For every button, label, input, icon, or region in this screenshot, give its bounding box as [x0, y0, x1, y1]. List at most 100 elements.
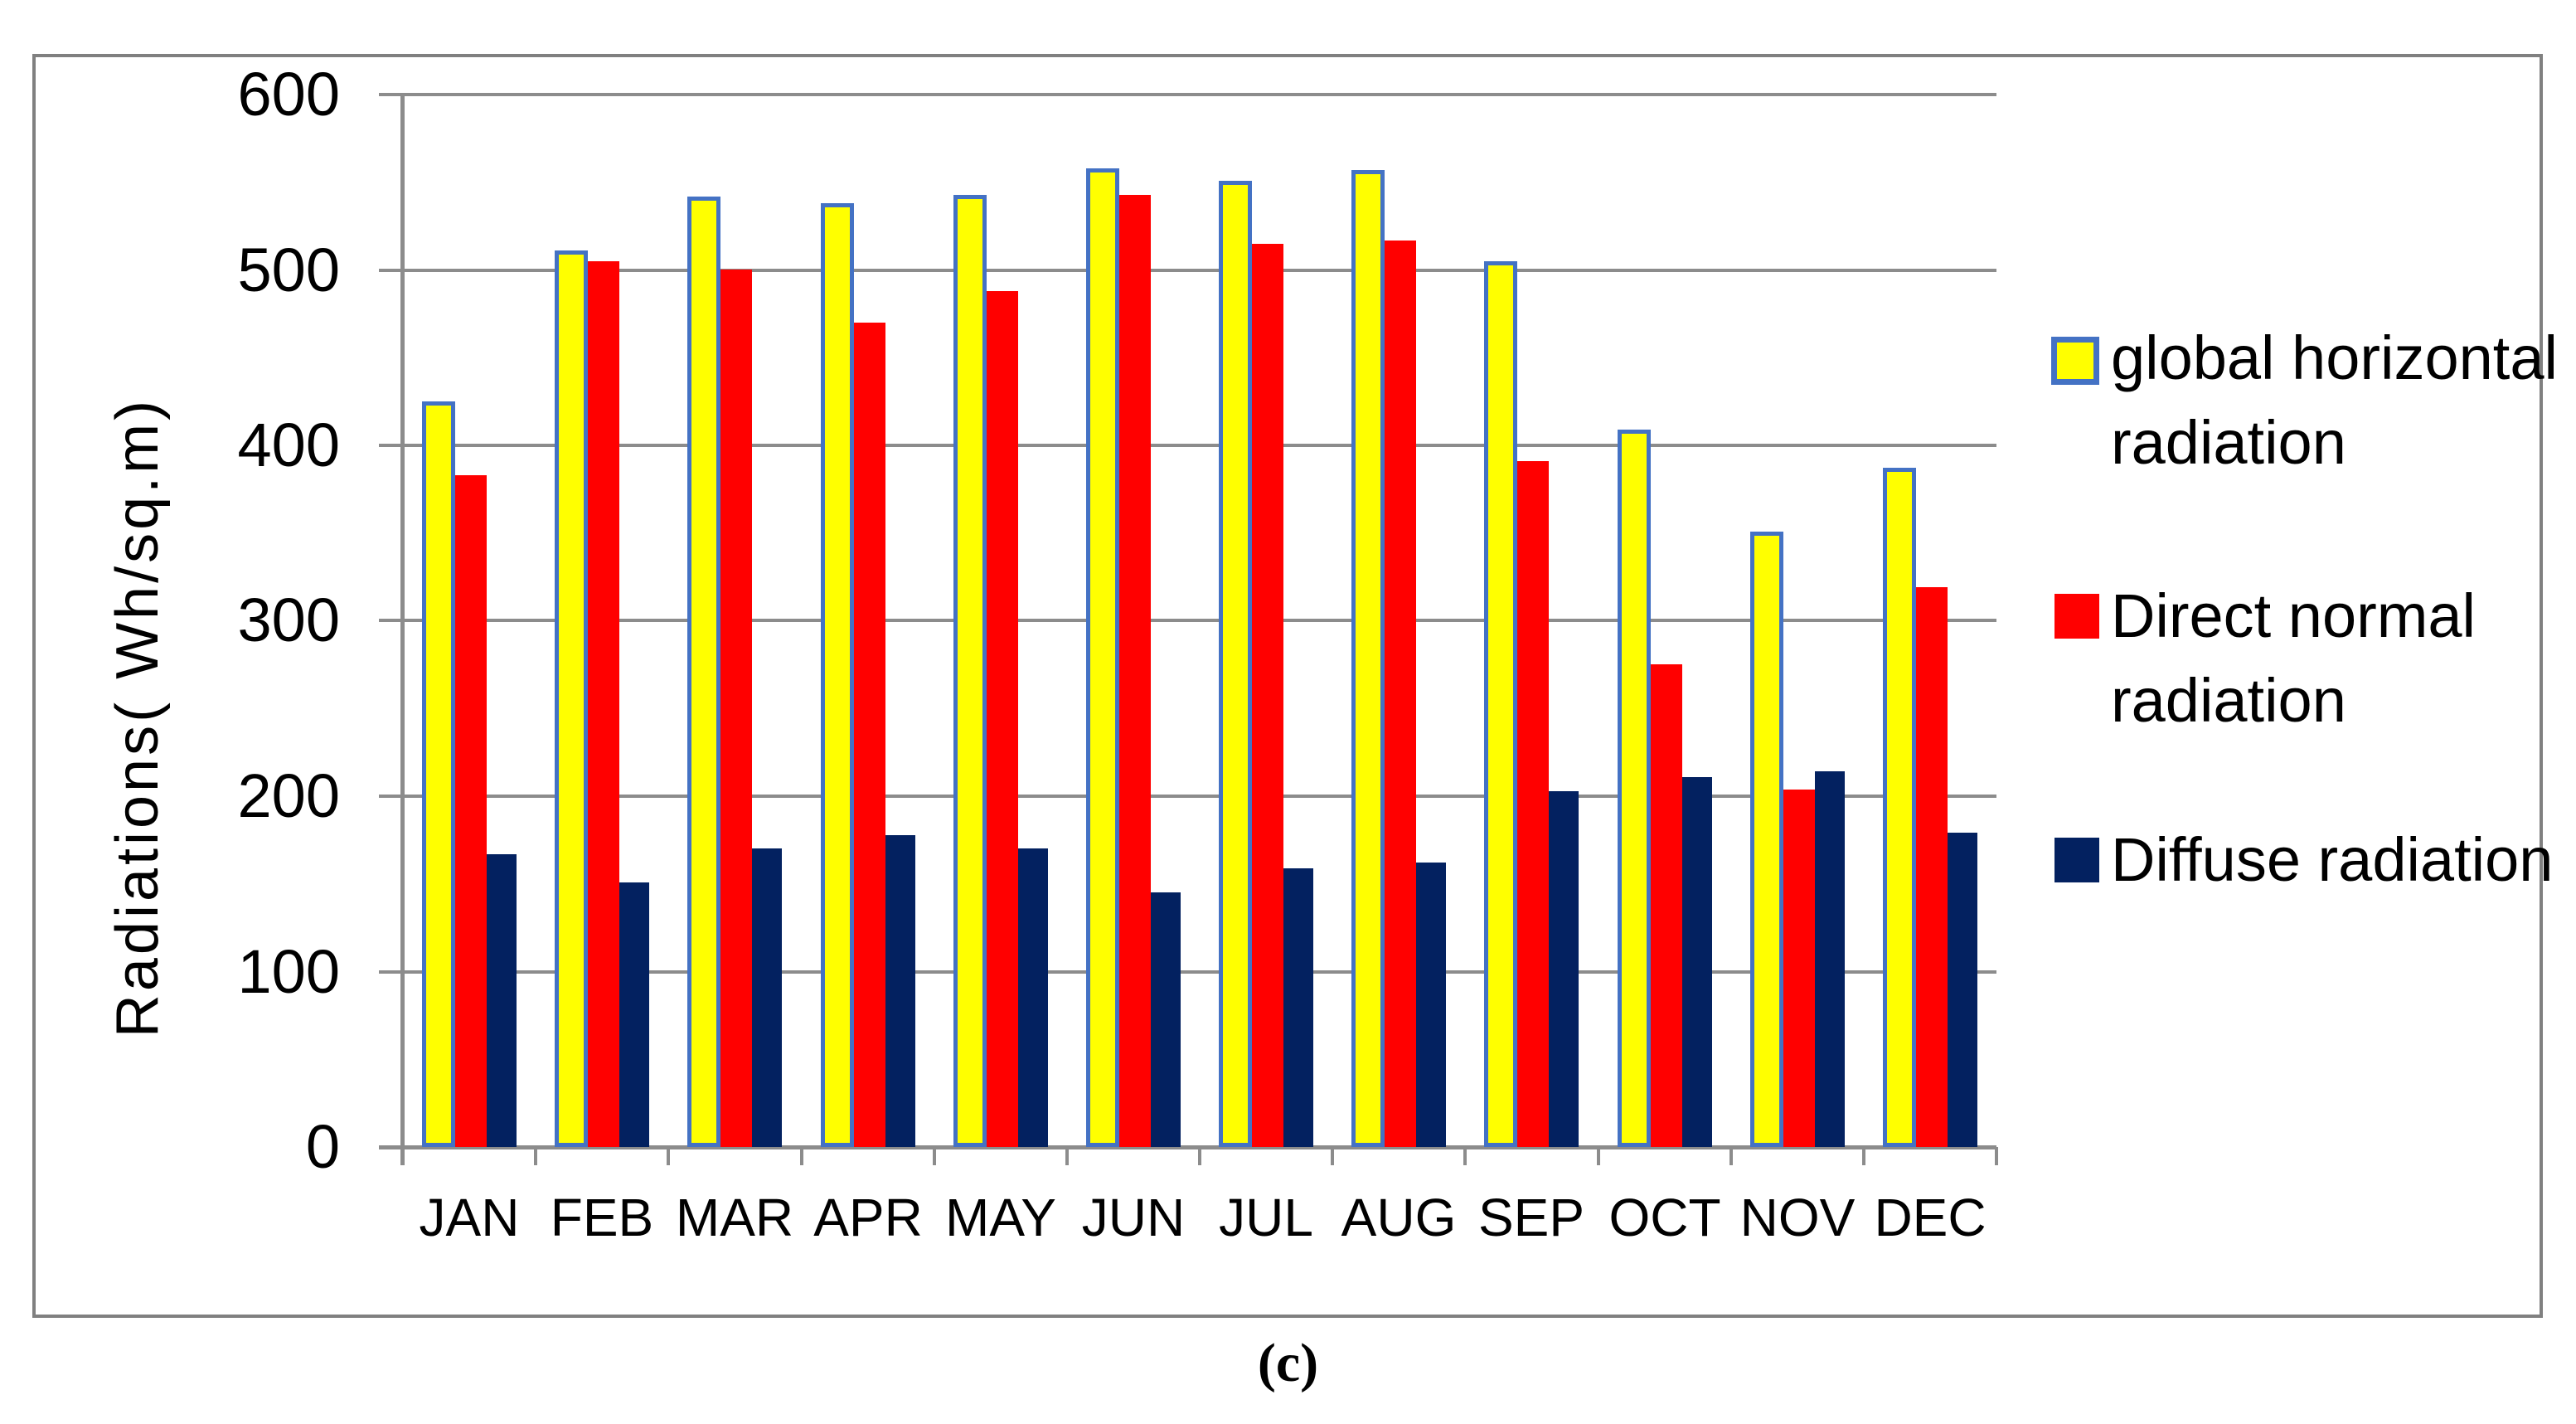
bar-group-NOV — [1731, 95, 1864, 1147]
x-axis-tick-5 — [1065, 1147, 1069, 1165]
gridline-200 — [403, 795, 1996, 798]
y-axis-line — [400, 93, 405, 1165]
bar-global-horizontal-JUN — [1086, 168, 1119, 1147]
bar-global-horizontal-DEC — [1883, 468, 1916, 1147]
bar-global-horizontal-MAR — [687, 197, 720, 1147]
bar-global-horizontal-MAY — [953, 195, 987, 1147]
bar-group-FEB — [536, 95, 668, 1147]
y-tick-label-600: 600 — [237, 60, 340, 129]
bar-group-APR — [802, 95, 934, 1147]
x-axis-tick-4 — [933, 1147, 936, 1165]
gridline-500 — [403, 269, 1996, 272]
bar-direct-normal-NOV — [1783, 790, 1815, 1147]
x-tick-label-AUG: AUG — [1341, 1188, 1457, 1247]
x-tick-label-MAY: MAY — [945, 1188, 1056, 1247]
gridline-100 — [403, 970, 1996, 974]
bar-global-horizontal-SEP — [1484, 261, 1517, 1147]
y-axis-tick-600 — [379, 93, 403, 96]
bar-group-OCT — [1598, 95, 1731, 1147]
x-tick-label-FEB: FEB — [550, 1188, 654, 1247]
bar-group-AUG — [1332, 95, 1465, 1147]
bar-group-JUL — [1200, 95, 1332, 1147]
y-tick-label-400: 400 — [237, 411, 340, 479]
y-tick-label-100: 100 — [237, 937, 340, 1006]
gridline-300 — [403, 619, 1996, 622]
bar-direct-normal-FEB — [588, 261, 619, 1147]
bar-direct-normal-SEP — [1517, 461, 1549, 1147]
bar-global-horizontal-FEB — [555, 250, 588, 1147]
x-tick-label-APR: APR — [813, 1188, 923, 1247]
bar-diffuse-FEB — [619, 882, 649, 1147]
bar-diffuse-DEC — [1948, 833, 1977, 1147]
x-axis-line — [379, 1145, 1996, 1149]
x-tick-label-JUN: JUN — [1081, 1188, 1186, 1247]
bar-group-MAR — [668, 95, 801, 1147]
bar-diffuse-APR — [885, 835, 915, 1147]
x-tick-label-JUL: JUL — [1219, 1188, 1313, 1247]
bar-direct-normal-MAR — [720, 270, 752, 1147]
bar-group-DEC — [1864, 95, 1996, 1147]
legend-label-diffuse: Diffuse radiation — [2111, 825, 2554, 894]
bar-group-MAY — [934, 95, 1067, 1147]
y-axis-tick-400 — [379, 444, 403, 447]
x-axis-tick-9 — [1597, 1147, 1600, 1165]
y-axis-tick-300 — [379, 619, 403, 622]
bar-direct-normal-OCT — [1651, 664, 1682, 1147]
y-tick-label-200: 200 — [237, 761, 340, 830]
x-axis-tick-2 — [667, 1147, 670, 1165]
x-tick-label-DEC: DEC — [1874, 1188, 1987, 1247]
y-axis-tick-100 — [379, 970, 403, 974]
bar-diffuse-JUN — [1151, 892, 1181, 1147]
bar-global-horizontal-JAN — [422, 401, 455, 1147]
bar-diffuse-OCT — [1682, 777, 1712, 1147]
x-axis-tick-8 — [1463, 1147, 1467, 1165]
bar-global-horizontal-AUG — [1351, 170, 1385, 1147]
figure-caption: (c) — [1257, 1333, 1319, 1393]
bar-diffuse-JUL — [1283, 868, 1313, 1147]
x-axis-tick-11 — [1862, 1147, 1865, 1165]
bar-diffuse-AUG — [1416, 863, 1446, 1147]
bar-group-SEP — [1465, 95, 1598, 1147]
bar-group-JUN — [1067, 95, 1200, 1147]
gridline-600 — [403, 93, 1996, 96]
x-axis-tick-1 — [534, 1147, 537, 1165]
bar-direct-normal-JUL — [1252, 244, 1283, 1147]
bar-global-horizontal-JUL — [1219, 181, 1252, 1147]
bar-direct-normal-MAY — [987, 291, 1018, 1147]
bar-diffuse-MAR — [752, 848, 782, 1147]
legend-label-direct-normal: Direct normal radiation — [2111, 581, 2476, 735]
x-tick-label-SEP: SEP — [1477, 1188, 1585, 1247]
bar-direct-normal-JUN — [1119, 195, 1151, 1147]
bar-group-JAN — [403, 95, 536, 1147]
y-axis-tick-200 — [379, 795, 403, 798]
bar-global-horizontal-OCT — [1618, 430, 1651, 1147]
bar-direct-normal-AUG — [1385, 241, 1416, 1147]
legend-swatch-direct-normal — [2054, 594, 2099, 639]
x-axis-tick-6 — [1198, 1147, 1201, 1165]
bar-diffuse-MAY — [1018, 848, 1048, 1147]
gridline-400 — [403, 444, 1996, 447]
legend-swatch-global-horizontal — [2051, 337, 2099, 385]
bar-direct-normal-JAN — [455, 475, 487, 1147]
x-axis-tick-0 — [401, 1147, 405, 1165]
legend-swatch-diffuse — [2054, 838, 2099, 882]
x-axis-tick-7 — [1331, 1147, 1334, 1165]
x-tick-label-NOV: NOV — [1739, 1188, 1856, 1247]
bar-diffuse-SEP — [1549, 791, 1579, 1147]
bar-global-horizontal-NOV — [1750, 532, 1783, 1147]
bar-direct-normal-DEC — [1916, 587, 1948, 1147]
y-tick-label-0: 0 — [305, 1112, 340, 1181]
x-axis-tick-3 — [800, 1147, 803, 1165]
bar-direct-normal-APR — [854, 323, 885, 1147]
x-tick-label-JAN: JAN — [419, 1188, 520, 1247]
x-axis-tick-10 — [1729, 1147, 1733, 1165]
x-tick-label-MAR: MAR — [675, 1188, 794, 1247]
bar-diffuse-JAN — [487, 854, 517, 1147]
y-tick-label-300: 300 — [237, 586, 340, 654]
bar-global-horizontal-APR — [821, 203, 854, 1147]
x-axis-tick-12 — [1995, 1147, 1998, 1165]
legend-label-global-horizontal: global horizontal radiation — [2111, 323, 2558, 477]
y-tick-label-500: 500 — [237, 236, 340, 304]
bar-diffuse-NOV — [1815, 771, 1845, 1147]
